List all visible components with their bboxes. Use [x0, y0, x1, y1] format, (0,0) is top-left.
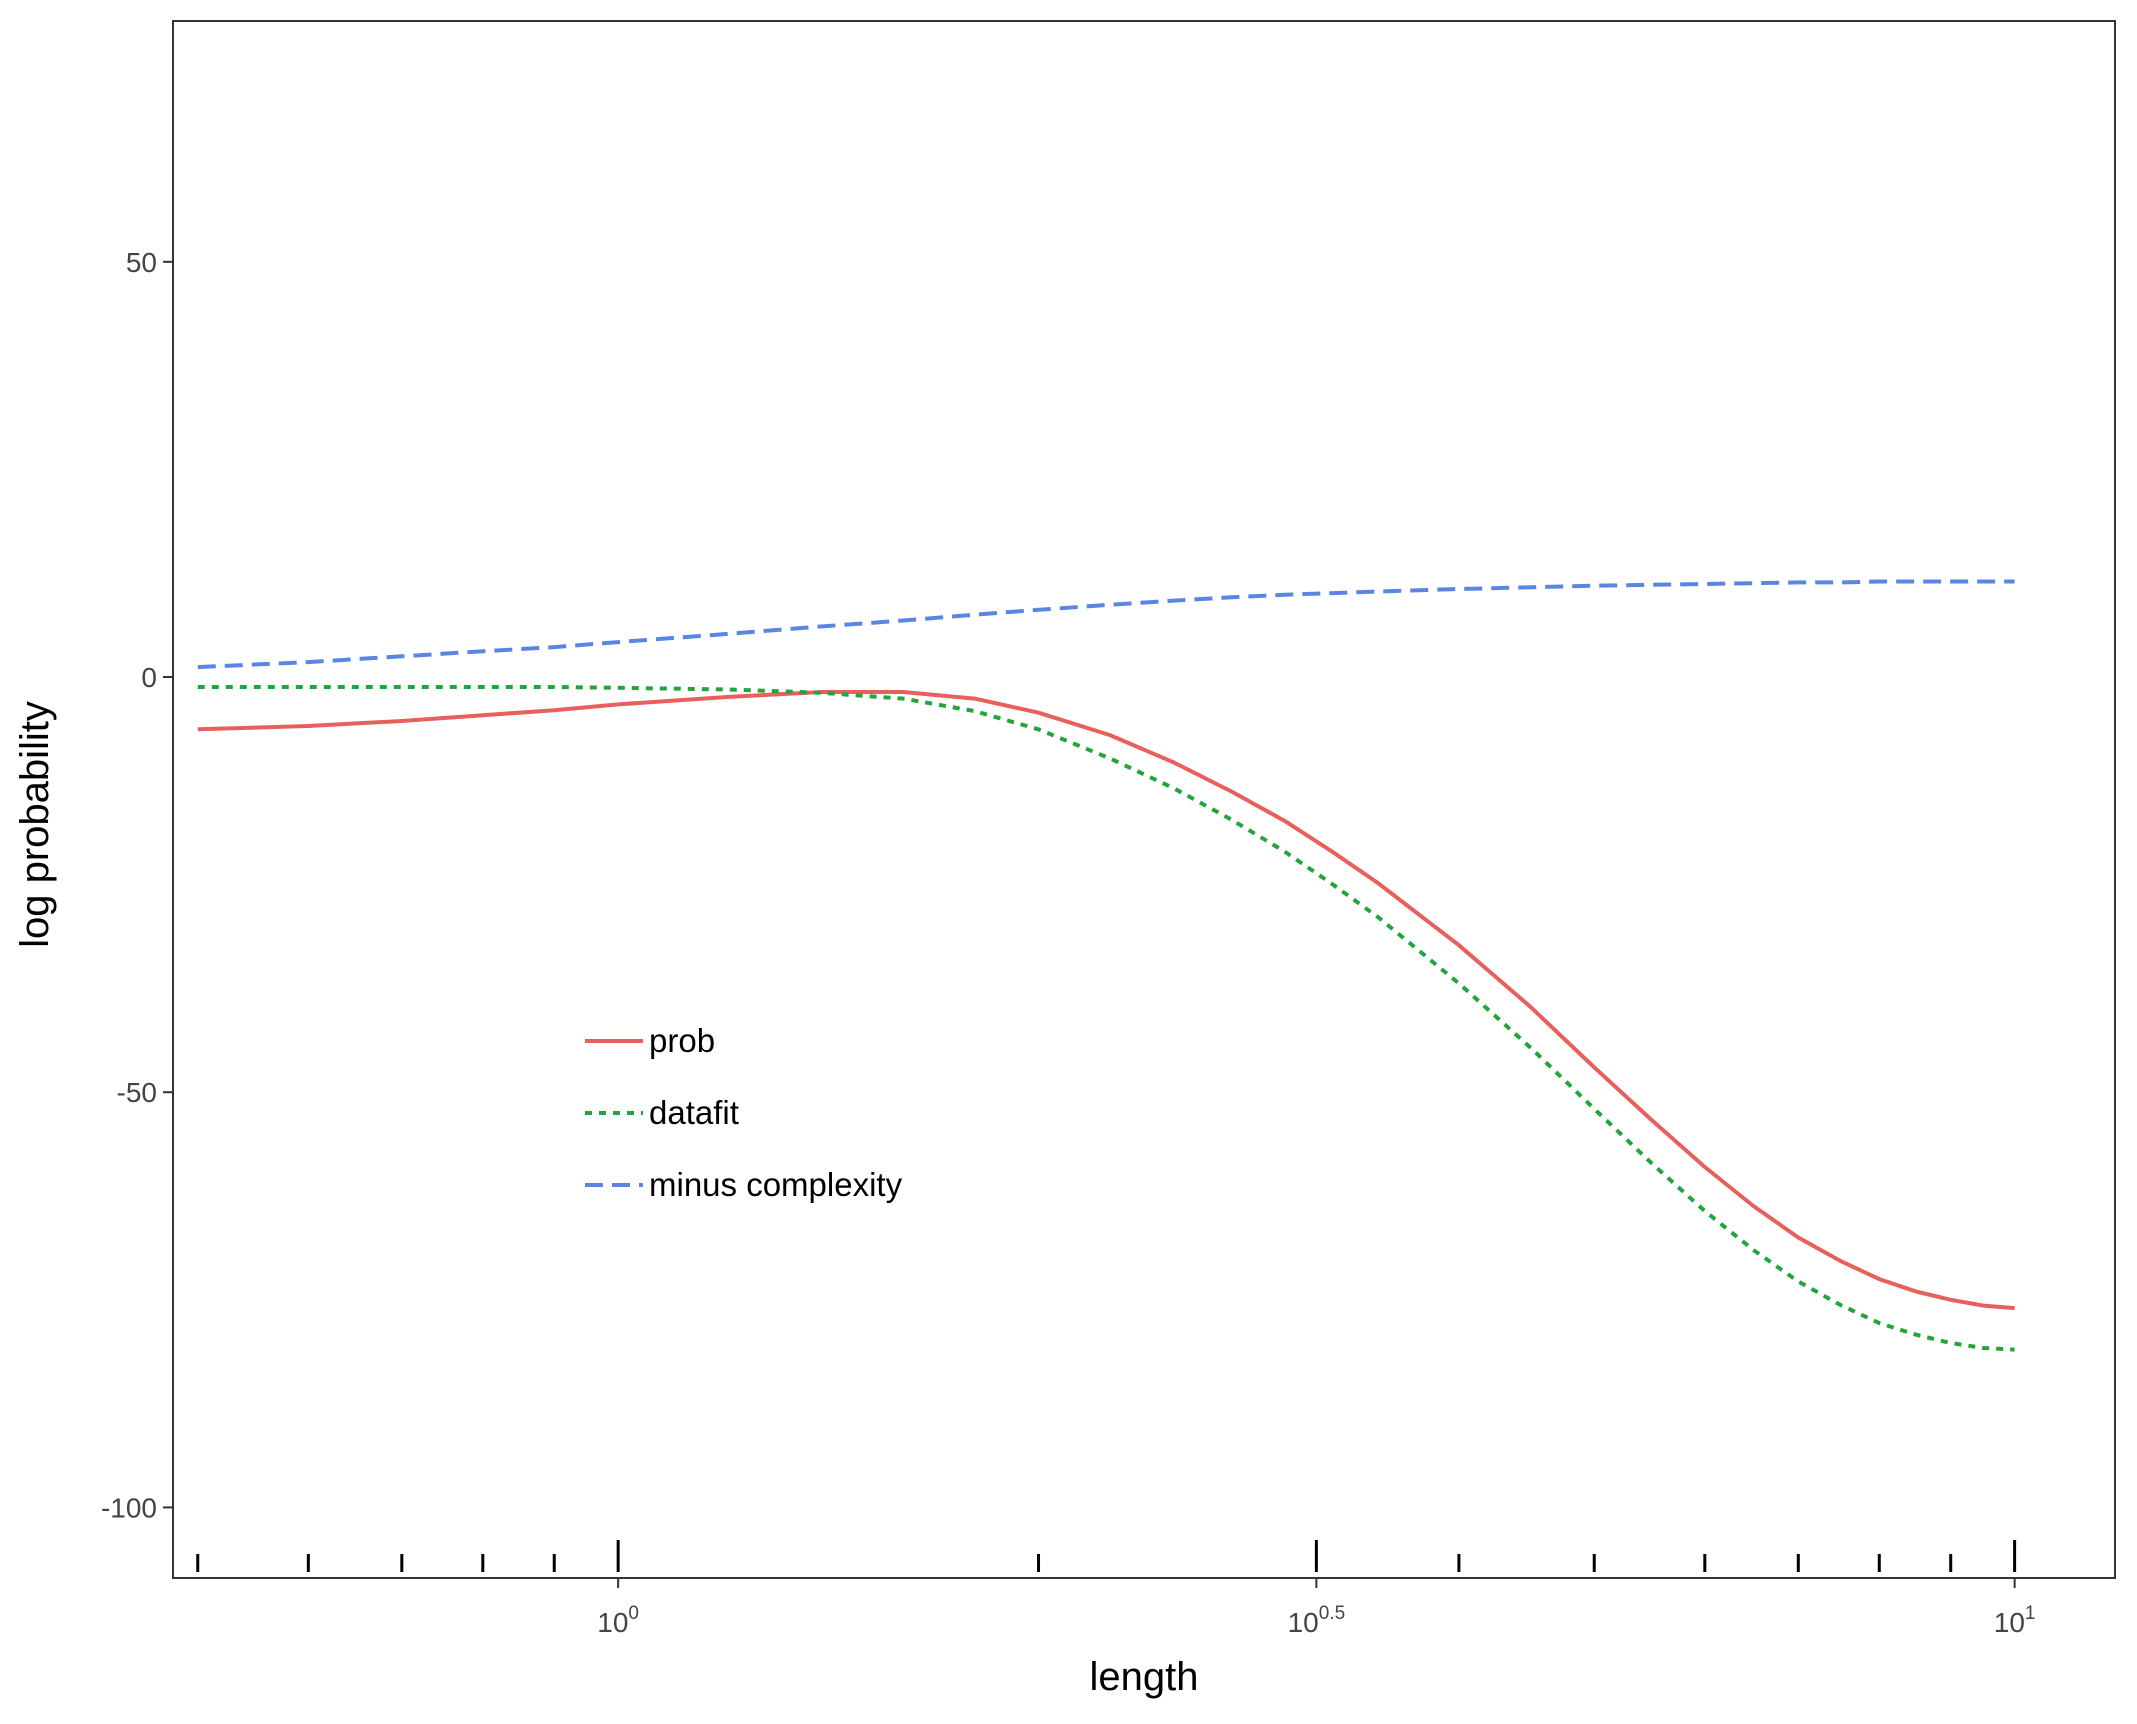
x-tick-label: 100 [597, 1603, 639, 1638]
legend: prob datafit minus complexity [585, 1022, 903, 1203]
x-tick-label: 101 [1994, 1603, 2036, 1638]
plot-panel [172, 20, 2116, 1579]
x-tick-label-exponent: 0.5 [1319, 1603, 1345, 1624]
x-tick-label-base: 10 [1994, 1607, 2025, 1638]
y-tick-label: -50 [117, 1077, 157, 1108]
x-axis-title: length [1090, 1655, 1199, 1699]
legend-label: datafit [649, 1094, 739, 1131]
series-layer [197, 579, 2015, 1352]
series-line-datafit [197, 685, 2015, 1352]
series-line-minus-complexity [197, 579, 2015, 670]
series-line-prob [197, 690, 2015, 1311]
x-axis: 100 100.5 101 [196, 1540, 2036, 1638]
x-tick-label-base: 10 [597, 1607, 628, 1638]
x-tick-label: 100.5 [1288, 1603, 1346, 1638]
y-tick-label: 50 [126, 247, 157, 278]
x-tick-label-base: 10 [1288, 1607, 1319, 1638]
x-tick-label-exponent: 0 [628, 1603, 639, 1624]
x-tick-label-exponent: 1 [2025, 1603, 2036, 1624]
y-tick-label: 0 [141, 662, 157, 693]
legend-label: minus complexity [649, 1166, 903, 1203]
y-axis: 50 0 -50 -100 [101, 247, 173, 1523]
y-axis-title: log probability [13, 701, 57, 948]
panel-border [172, 20, 2116, 1579]
y-tick-label: -100 [101, 1492, 157, 1523]
legend-label: prob [649, 1022, 715, 1059]
